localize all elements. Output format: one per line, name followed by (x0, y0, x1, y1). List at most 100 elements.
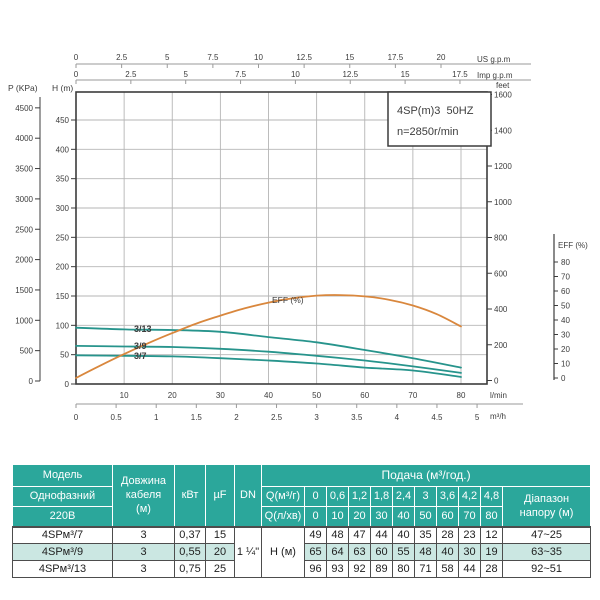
axis-tick-label: 2 (234, 413, 239, 422)
phase-header: Однофазний (12, 486, 113, 507)
q-m3h-value: 4,8 (480, 486, 503, 507)
axis-tick-label: 500 (20, 347, 34, 356)
h-value-cell: 49 (304, 525, 327, 544)
axis-tick-label: 2.5 (116, 53, 128, 62)
axis-tick-label: 2000 (15, 256, 33, 265)
h-value-cell: 44 (370, 525, 393, 544)
axis-tick-label: 2.5 (271, 413, 283, 422)
axis-imp-gpm: 0 2.5 5 7.5 10 12.5 15 17.5 Imp g.p.m (74, 70, 531, 84)
dn-header: DN (234, 464, 262, 527)
q-lmin-value: 80 (480, 506, 503, 527)
axis-tick-label: 200 (494, 341, 508, 350)
axis-tick-label: 10 (120, 391, 129, 400)
axis-tick-label: 20 (168, 391, 177, 400)
model-info-box: 4SP(m)3 50HZ n=2850r/min (387, 91, 492, 147)
h-value-cell: 47 (348, 525, 371, 544)
q-lmin-value: 40 (392, 506, 415, 527)
kw-cell: 0,37 (174, 525, 206, 544)
model-cell: 4SPм³/7 (12, 525, 113, 544)
voltage-header: 220В (12, 506, 113, 527)
axis-tick-label: 10 (291, 70, 300, 79)
h-value-cell: 19 (480, 543, 503, 561)
axis-p-kpa: 0 500 1000 1500 2000 2500 3000 3500 4000 4500 P (K… (8, 83, 41, 386)
axis-tick-label: 300 (56, 204, 70, 213)
axis-tick-label: 0 (561, 374, 566, 383)
axis-tick-label: 30 (561, 331, 570, 340)
curve-label: 3/7 (134, 351, 147, 361)
axis-title-feet: feet (496, 81, 510, 90)
range-cell: 92~51 (501, 560, 592, 578)
curve-label: 3/9 (134, 341, 147, 351)
axis-tick-label: 4500 (15, 104, 33, 113)
axis-tick-label: 15 (345, 53, 354, 62)
q-m3h-value: 3 (414, 486, 437, 507)
q-lmin-label: Q(л/хв) (261, 506, 305, 527)
axis-tick-label: 12.5 (296, 53, 312, 62)
h-value-cell: 48 (414, 543, 437, 561)
axis-tick-label: 200 (56, 263, 70, 272)
axis-tick-label: 1000 (15, 316, 33, 325)
axis-tick-label: 60 (561, 287, 570, 296)
axis-title-p-kpa: P (KPa) (8, 83, 38, 93)
axis-tick-label: 0 (74, 53, 79, 62)
axis-tick-label: 1000 (494, 198, 512, 207)
axis-tick-label: 100 (56, 321, 70, 330)
q-m3h-value: 1,8 (370, 486, 393, 507)
axis-tick-label: 80 (457, 391, 466, 400)
chart-speed-annotation: n=2850r/min (397, 126, 458, 138)
axis-tick-label: 60 (360, 391, 369, 400)
h-value-cell: 93 (326, 560, 349, 578)
h-value-cell: 92 (348, 560, 371, 578)
axis-tick-label: 40 (264, 391, 273, 400)
axis-lmin: 10 20 30 40 50 60 70 80 l/min (120, 391, 507, 400)
axis-title-imp-gpm: Imp g.p.m (477, 71, 513, 80)
chart-title: 4SP(m)3 50HZ (397, 105, 474, 117)
axis-tick-label: 0 (29, 377, 34, 386)
axis-tick-label: 0 (74, 413, 79, 422)
table-row: 4SPм³/9 3 0,55 20 65 64 63 60 55 48 40 3… (12, 543, 592, 561)
h-value-cell: 89 (370, 560, 393, 578)
axis-tick-label: 2.5 (125, 70, 137, 79)
range-cell: 63~35 (501, 543, 592, 561)
axis-tick-label: 4.5 (431, 413, 443, 422)
axis-tick-label: 12.5 (342, 70, 358, 79)
table-row: 4SPм³/13 3 0,75 25 96 93 92 89 80 71 58 … (12, 560, 592, 578)
h-value-cell: 71 (414, 560, 437, 578)
axis-tick-label: 50 (60, 351, 69, 360)
q-lmin-value: 60 (436, 506, 459, 527)
axis-title-h-m: H (m) (52, 83, 73, 93)
uf-cell: 20 (205, 543, 235, 561)
h-value-cell: 40 (436, 543, 459, 561)
axis-title-us-gpm: US g.p.m (477, 55, 511, 64)
axis-tick-label: 15 (401, 70, 410, 79)
axis-tick-label: 1.5 (191, 413, 203, 422)
table-row: 4SPм³/7 3 0,37 15 1 ¼" H (м) 49 48 47 44… (12, 525, 592, 578)
flow-band-header: Подача (м³/год.) (260, 464, 592, 487)
axis-tick-label: 5 (475, 413, 480, 422)
pump-spec-table: Модель Довжина кабеля (м) кВт µF DN Пода… (12, 464, 592, 578)
h-value-cell: 58 (436, 560, 459, 578)
axis-tick-label: 10 (561, 360, 570, 369)
axis-tick-label: 80 (561, 258, 570, 267)
axis-tick-label: 250 (56, 233, 70, 242)
uf-cell: 15 (205, 525, 235, 544)
axis-tick-label: 600 (494, 269, 508, 278)
curve-3/13 (75, 326, 462, 369)
axis-title-eff: EFF (%) (558, 241, 588, 250)
axis-tick-label: 70 (561, 273, 570, 282)
q-m3h-value: 1,2 (348, 486, 371, 507)
axis-tick-label: 7.5 (207, 53, 219, 62)
axis-tick-label: 17.5 (452, 70, 468, 79)
axis-tick-label: 5 (183, 70, 188, 79)
h-value-cell: 48 (326, 525, 349, 544)
axis-tick-label: 3000 (15, 195, 33, 204)
model-header: Модель (12, 464, 113, 487)
axis-tick-label: 1500 (15, 286, 33, 295)
q-lmin-value: 50 (414, 506, 437, 527)
axis-tick-label: 4 (395, 413, 400, 422)
q-m3h-value: 2,4 (392, 486, 415, 507)
q-m3h-value: 4,2 (458, 486, 481, 507)
uf-header: µF (205, 464, 235, 527)
axis-tick-label: 0 (494, 377, 499, 386)
curve-EFF(%) (75, 294, 462, 379)
